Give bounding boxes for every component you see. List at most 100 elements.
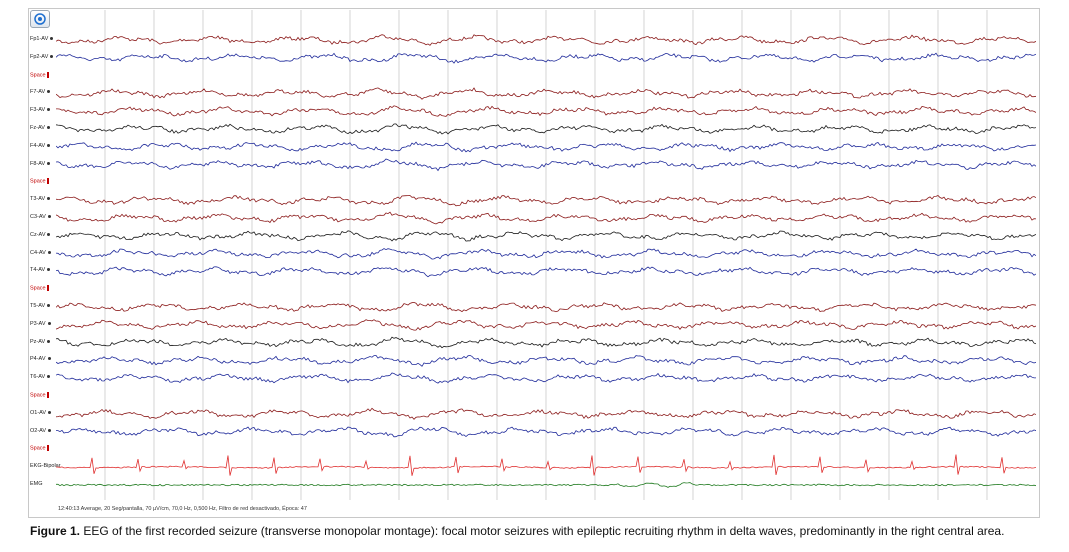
trace-c3-av xyxy=(56,211,1036,225)
space-marker xyxy=(46,178,49,185)
channel-label[interactable]: C4-AV xyxy=(30,250,51,257)
channel-label-text: Space xyxy=(30,178,46,185)
trace-f7-av xyxy=(56,87,1036,100)
channel-label[interactable]: Pz-AV xyxy=(30,338,51,346)
channel-dot-icon xyxy=(47,250,51,254)
channel-dot-icon xyxy=(47,215,51,219)
channel-label-text: Fp2-AV xyxy=(30,53,49,60)
channel-label-text: T3-AV xyxy=(30,196,46,203)
channel-label[interactable]: F8-AV xyxy=(30,160,51,168)
channel-label-text: F4-AV xyxy=(30,142,46,149)
channel-dot-icon xyxy=(50,37,54,41)
channel-dot-icon xyxy=(47,108,51,112)
status-bar: 12:40:13 Average, 20 Seg/pantalla, 70 µV… xyxy=(58,506,307,512)
trace-t6-av xyxy=(56,372,1036,384)
channel-label[interactable]: O2-AV xyxy=(30,427,52,435)
channel-label-text: Pz-AV xyxy=(30,338,46,345)
channel-label-text: Space xyxy=(30,72,46,79)
channel-label-text: T5-AV xyxy=(30,303,46,309)
trace-fp1-av xyxy=(56,34,1036,46)
trace-emg xyxy=(56,482,1036,488)
caption-text: EEG of the first recorded seizure (trans… xyxy=(80,524,1005,538)
space-marker xyxy=(46,392,49,398)
channel-label-text: EKG-Bipolar xyxy=(30,463,61,470)
channel-label[interactable]: F7-AV xyxy=(30,89,51,96)
channel-label[interactable]: T5-AV xyxy=(30,303,51,310)
trace-f4-av xyxy=(56,141,1036,153)
channel-label[interactable]: Fz-AV xyxy=(30,125,50,132)
channel-label[interactable]: T6-AV xyxy=(30,374,51,381)
channel-dot-icon xyxy=(47,357,51,361)
channel-label-text: Fz-AV xyxy=(30,125,45,131)
eeg-trace-area xyxy=(56,10,1036,500)
channel-label-text: Space xyxy=(30,392,46,399)
channel-dot-icon xyxy=(47,268,51,272)
trace-f8-av xyxy=(56,158,1036,172)
caption-label: Figure 1. xyxy=(30,524,81,538)
channel-label[interactable]: Fp2-AV xyxy=(30,53,54,61)
trace-o1-av xyxy=(56,407,1036,420)
channel-dot-icon xyxy=(47,197,51,201)
trace-ekg-bipolar xyxy=(56,454,1036,476)
channel-label-text: F8-AV xyxy=(30,160,46,167)
channel-label[interactable]: EKG-Bipolar xyxy=(30,463,61,470)
channel-label[interactable]: Space xyxy=(30,445,49,452)
channel-label-text: P4-AV xyxy=(30,356,46,363)
channel-label-text: O2-AV xyxy=(30,427,47,434)
channel-label-text: T6-AV xyxy=(30,374,46,381)
space-marker xyxy=(46,285,49,292)
channel-label[interactable]: F4-AV xyxy=(30,142,51,150)
channel-label-text: Space xyxy=(30,445,46,452)
target-button[interactable] xyxy=(30,10,50,28)
channel-label[interactable]: EMG xyxy=(30,481,43,488)
channel-label[interactable]: P4-AV xyxy=(30,356,51,363)
channel-label-text: C3-AV xyxy=(30,214,46,220)
target-icon xyxy=(34,13,46,25)
channel-label-text: Space xyxy=(30,285,46,292)
channel-dot-icon xyxy=(47,232,51,236)
channel-label[interactable]: F3-AV xyxy=(30,107,51,114)
channel-label[interactable]: O1-AV xyxy=(30,409,52,417)
channel-label-text: F3-AV xyxy=(30,107,46,114)
trace-p3-av xyxy=(56,319,1036,331)
trace-t5-av xyxy=(56,301,1036,313)
channel-label-column: Fp1-AV Fp2-AV Space F7-AV F3-AV Fz-AV F4-AV F8-… xyxy=(30,0,61,552)
channel-dot-icon xyxy=(48,428,52,432)
trace-fp2-av xyxy=(56,52,1036,64)
channel-dot-icon xyxy=(47,321,51,325)
channel-label[interactable]: Cz-AV xyxy=(30,231,51,239)
trace-o2-av xyxy=(56,426,1036,438)
channel-label[interactable]: C3-AV xyxy=(30,214,51,221)
channel-label[interactable]: T4-AV xyxy=(30,267,51,274)
channel-label-text: Fp1-AV xyxy=(30,36,49,42)
channel-label[interactable]: Space xyxy=(30,392,49,399)
channel-dot-icon xyxy=(50,54,54,58)
space-marker xyxy=(46,445,49,452)
trace-t3-av xyxy=(56,195,1036,207)
channel-label[interactable]: P3-AV xyxy=(30,321,51,328)
channel-label-text: Cz-AV xyxy=(30,231,46,238)
channel-label[interactable]: T3-AV xyxy=(30,196,51,203)
channel-dot-icon xyxy=(47,304,51,308)
trace-f3-av xyxy=(56,105,1036,117)
trace-pz-av xyxy=(56,336,1036,349)
space-marker xyxy=(46,71,49,78)
channel-label-text: T4-AV xyxy=(30,267,46,274)
channel-label[interactable]: Space xyxy=(30,178,49,185)
channel-label[interactable]: Space xyxy=(30,285,49,292)
channel-label-text: C4-AV xyxy=(30,249,46,256)
channel-label[interactable]: Space xyxy=(30,71,49,79)
trace-c4-av xyxy=(56,248,1036,260)
channel-dot-icon xyxy=(46,126,50,130)
trace-cz-av xyxy=(56,230,1036,242)
channel-label-text: EMG xyxy=(30,481,43,487)
channel-label-text: O1-AV xyxy=(30,409,47,416)
trace-fz-av xyxy=(56,123,1036,135)
channel-dot-icon xyxy=(47,90,51,94)
channel-dot-icon xyxy=(47,161,51,165)
channel-dot-icon xyxy=(47,375,51,379)
channel-label-text: F7-AV xyxy=(30,89,46,96)
channel-label[interactable]: Fp1-AV xyxy=(30,36,54,43)
channel-dot-icon xyxy=(47,143,51,147)
figure-caption: Figure 1. EEG of the first recorded seiz… xyxy=(30,524,1060,538)
